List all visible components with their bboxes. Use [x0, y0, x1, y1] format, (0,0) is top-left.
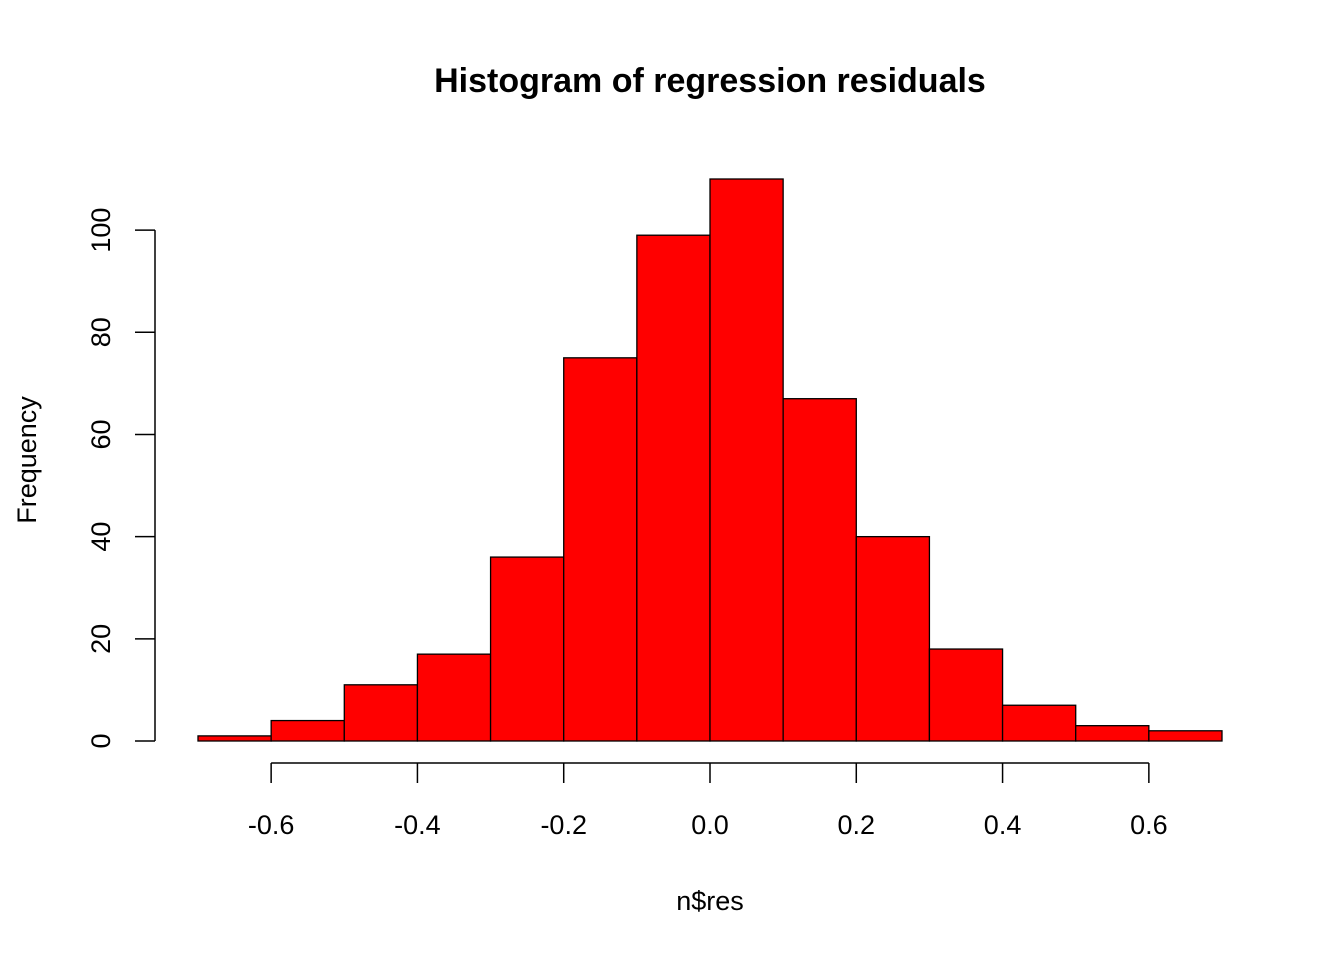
- y-tick-label: 20: [86, 624, 116, 654]
- y-axis-label: Frequency: [12, 396, 42, 524]
- histogram-bar: [343, 684, 419, 742]
- histogram-bar: [197, 735, 272, 742]
- x-tick-label: -0.4: [394, 810, 441, 840]
- histogram-bar: [563, 357, 638, 742]
- x-tick-label: 0.2: [838, 810, 876, 840]
- y-tick-label: 40: [86, 522, 116, 552]
- x-axis-label: n$res: [676, 886, 744, 916]
- histogram-bar: [270, 719, 345, 742]
- x-tick-label: -0.6: [248, 810, 295, 840]
- x-tick-label: -0.2: [540, 810, 587, 840]
- histogram-bar: [489, 556, 565, 742]
- y-axis: 0 20 40 60 80 100: [86, 208, 156, 749]
- bars-group: [197, 178, 1223, 742]
- x-axis: -0.6 -0.4 -0.2 0.0 0.2 0.4 0.6: [248, 762, 1168, 840]
- histogram-bar: [636, 234, 711, 742]
- y-tick-label: 80: [86, 317, 116, 347]
- x-tick-label: 0.6: [1130, 810, 1168, 840]
- histogram-bar: [416, 653, 492, 742]
- x-tick-label: 0.0: [691, 810, 729, 840]
- y-tick-label: 100: [86, 208, 116, 253]
- y-tick-label: 60: [86, 419, 116, 449]
- histogram-bar: [1075, 725, 1150, 742]
- histogram-bar: [855, 535, 931, 742]
- histogram-bar: [782, 398, 857, 742]
- chart-title: Histogram of regression residuals: [434, 62, 986, 100]
- histogram-bar: [709, 178, 784, 742]
- histogram-bar: [928, 648, 1004, 742]
- y-tick-label: 0: [86, 733, 116, 748]
- histogram-bar: [1148, 730, 1223, 742]
- x-tick-label: 0.4: [984, 810, 1022, 840]
- histogram-bar: [1001, 704, 1077, 742]
